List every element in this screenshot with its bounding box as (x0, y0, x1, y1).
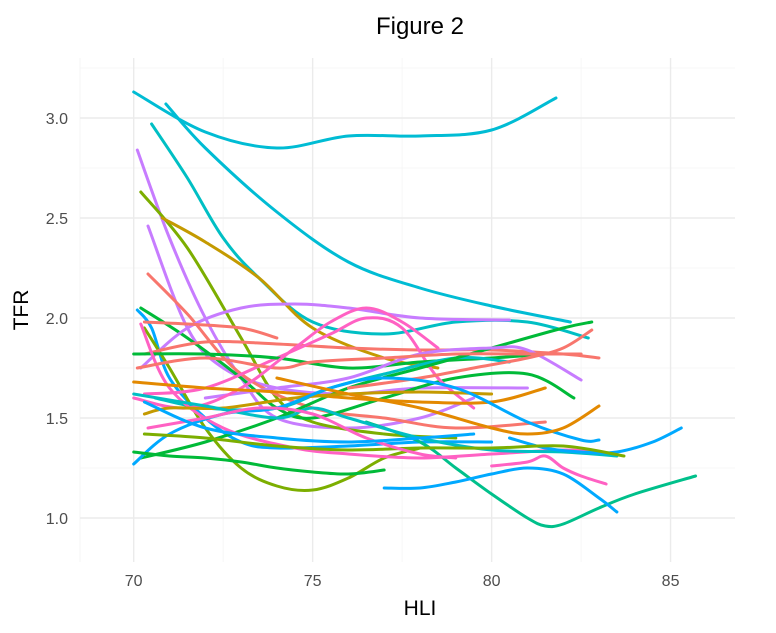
x-tick-label: 75 (304, 573, 322, 590)
series-line-30 (490, 454, 608, 486)
y-tick-label: 3.0 (46, 111, 68, 128)
series-line-3 (150, 122, 590, 340)
series-line-27 (382, 466, 619, 514)
series-line-11 (142, 326, 422, 492)
series-line-26 (364, 420, 698, 529)
series-line-33 (132, 450, 386, 476)
series-line-1 (132, 90, 558, 150)
series-line-32 (275, 376, 601, 436)
series-line-25 (132, 376, 601, 466)
series-line-24 (142, 390, 494, 416)
x-tick-label: 70 (125, 573, 143, 590)
y-tick-label: 1.5 (46, 411, 68, 428)
y-tick-label: 1.0 (46, 511, 68, 528)
x-tick-labels: 70 75 80 85 (125, 573, 680, 590)
series-line-34 (146, 406, 458, 460)
y-tick-labels: 1.0 1.5 2.0 2.5 3.0 (46, 111, 68, 528)
y-tick-label: 2.0 (46, 311, 68, 328)
series-line-20 (135, 352, 583, 370)
chart-title: Figure 2 (376, 13, 464, 40)
y-tick-label: 2.5 (46, 211, 68, 228)
series-line-15 (132, 352, 547, 370)
series-line-35 (142, 400, 476, 444)
series-line-12 (139, 302, 511, 370)
series-line-36 (142, 320, 279, 340)
x-tick-label: 85 (662, 573, 680, 590)
series-line-2 (164, 102, 572, 324)
series-line-5 (139, 190, 458, 440)
series-line-31 (142, 432, 626, 458)
x-tick-label: 80 (483, 573, 501, 590)
series-line-28 (132, 392, 619, 458)
series-line-18 (203, 345, 583, 400)
series-line-10 (139, 306, 576, 420)
chart-series (132, 90, 698, 529)
x-axis-title: HLI (404, 597, 437, 620)
y-axis-title: TFR (10, 290, 33, 331)
series-line-23 (132, 380, 547, 405)
series-line-14 (142, 316, 476, 410)
